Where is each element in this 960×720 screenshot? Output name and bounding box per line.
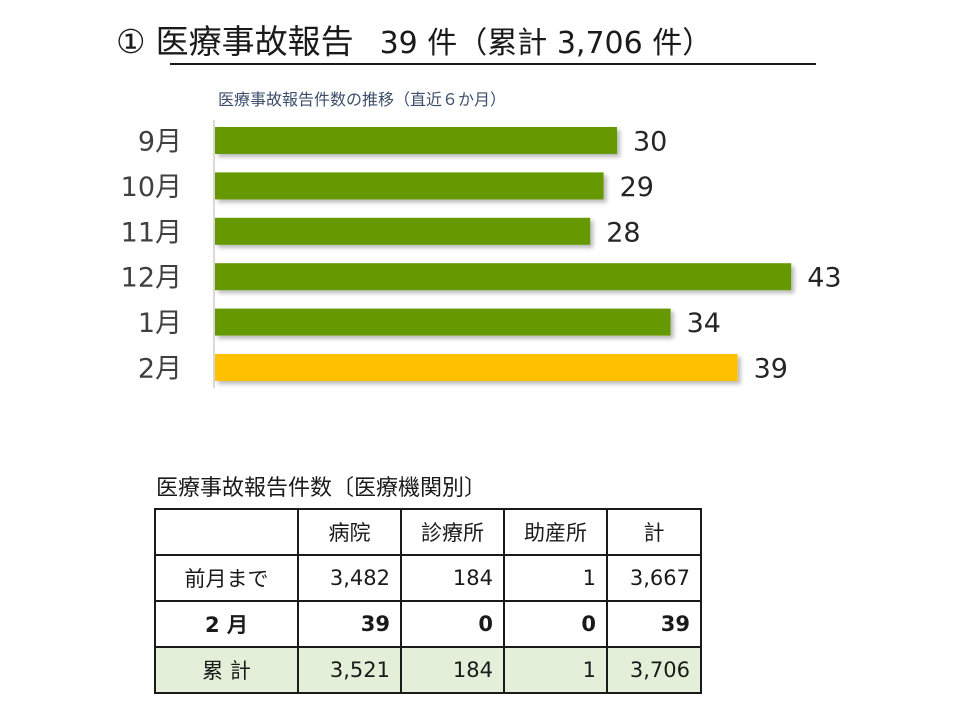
cell-midwifery: 1 bbox=[503, 646, 608, 694]
category-label: 2月 bbox=[138, 354, 182, 385]
facility-table: 病院 診療所 助産所 計 前月まで 3,482 184 1 3,667 2 月 … bbox=[154, 508, 702, 694]
header-cell-midwifery: 助産所 bbox=[503, 508, 608, 556]
category-label: 10月 bbox=[121, 172, 182, 203]
title-underline bbox=[170, 63, 816, 65]
cell-midwifery: 1 bbox=[503, 554, 608, 602]
bar-6 bbox=[215, 354, 738, 381]
bar-2 bbox=[215, 172, 604, 200]
cell-total: 3,706 bbox=[606, 646, 702, 694]
header-cell-clinic: 診療所 bbox=[400, 508, 505, 556]
bar-1 bbox=[215, 127, 617, 154]
table-row-previous: 前月まで 3,482 184 1 3,667 bbox=[154, 554, 702, 602]
header-cell-total: 計 bbox=[606, 508, 702, 556]
bar-4 bbox=[215, 263, 792, 291]
bar-chart: 9月 30 10月 29 11月 28 12月 43 1月 34 2月 39 bbox=[121, 120, 842, 388]
category-label: 1月 bbox=[138, 308, 182, 339]
category-label: 9月 bbox=[138, 127, 182, 158]
cell-clinic: 184 bbox=[400, 554, 505, 602]
category-label: 12月 bbox=[121, 263, 182, 294]
bar-3 bbox=[215, 217, 591, 245]
value-label: 43 bbox=[807, 263, 841, 294]
cell-total: 39 bbox=[606, 600, 702, 648]
category-label: 11月 bbox=[121, 217, 182, 248]
cell-hospital: 3,521 bbox=[297, 646, 402, 694]
row-label: 2 月 bbox=[154, 600, 299, 648]
header-cell-hospital: 病院 bbox=[297, 508, 402, 556]
row-label: 累 計 bbox=[154, 646, 299, 694]
table-row-month: 2 月 39 0 0 39 bbox=[154, 600, 702, 648]
header-cell-blank bbox=[154, 508, 299, 556]
bar-5 bbox=[215, 308, 671, 336]
table-header-row: 病院 診療所 助産所 計 bbox=[154, 508, 702, 556]
value-label: 34 bbox=[687, 308, 721, 339]
value-label: 29 bbox=[620, 172, 654, 203]
cell-hospital: 39 bbox=[297, 600, 402, 648]
chart-title: 医療事故報告件数の推移（直近６か月） bbox=[218, 90, 507, 109]
section-number: ① bbox=[116, 22, 146, 61]
cell-clinic: 0 bbox=[400, 600, 505, 648]
page-title: ① 医療事故報告 39 件（累計 3,706 件） bbox=[116, 20, 712, 66]
cell-hospital: 3,482 bbox=[297, 554, 402, 602]
table-title: 医療事故報告件数〔医療機関別〕 bbox=[156, 476, 487, 501]
value-label: 30 bbox=[633, 127, 667, 158]
table-row-cumulative: 累 計 3,521 184 1 3,706 bbox=[154, 646, 702, 694]
cell-clinic: 184 bbox=[400, 646, 505, 694]
cell-total: 3,667 bbox=[606, 554, 702, 602]
report-title: 医療事故報告 bbox=[155, 22, 354, 61]
value-label: 39 bbox=[754, 354, 788, 385]
cell-midwifery: 0 bbox=[503, 600, 608, 648]
report-count: 39 件（累計 3,706 件） bbox=[379, 26, 713, 61]
row-label: 前月まで bbox=[154, 554, 299, 602]
value-label: 28 bbox=[606, 217, 640, 248]
